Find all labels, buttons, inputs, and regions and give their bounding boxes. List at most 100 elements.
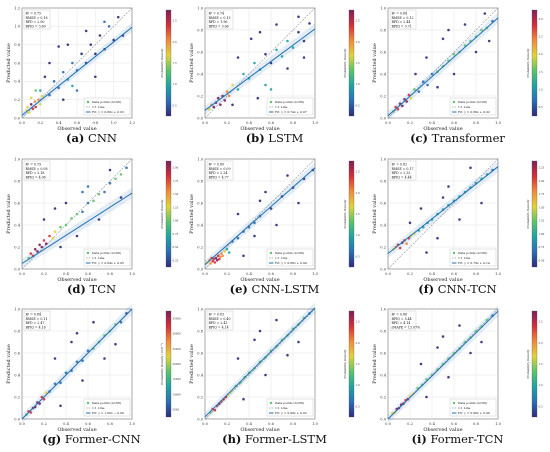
data-point (253, 234, 256, 238)
x-tick-label: 0.6 (451, 422, 457, 426)
data-point (71, 84, 74, 88)
fit-line (21, 308, 133, 420)
stats-line: RPIQ = 4.16 (26, 325, 46, 329)
legend-frame (266, 248, 314, 267)
data-point (57, 86, 60, 90)
x-tick-label: 0.8 (473, 272, 479, 276)
data-point (483, 12, 487, 15)
one-to-one-line (387, 158, 499, 270)
panel-caption: (g) Former-CNN (0, 432, 183, 446)
caption-tag: (d) (66, 282, 86, 296)
colorbar-tick-label: 1.5 (173, 61, 177, 65)
colorbar-tick-label: 0.5 (356, 103, 360, 107)
y-tick-label: 1.0 (197, 6, 203, 10)
colorbar-tick-label: 0.50 (539, 258, 545, 262)
y-axis-label: Predicted value (6, 344, 12, 384)
x-tick-label: 0.6 (268, 422, 274, 426)
data-point (86, 185, 90, 188)
x-tick-label: 0.4 (56, 121, 62, 125)
data-point (249, 37, 253, 41)
legend-frame (83, 97, 131, 116)
panel-caption: (c) Transformer (366, 131, 549, 145)
x-axis-label: Observed value (57, 427, 96, 433)
caption-model-name: CNN-TCN (434, 282, 497, 296)
data-point (236, 88, 240, 91)
y-tick-label: 0.2 (380, 395, 386, 399)
data-point (214, 256, 218, 260)
data-point (447, 28, 450, 32)
data-point (81, 210, 84, 214)
stats-line: RPIQ = 4.14 (209, 325, 229, 329)
y-tick-label: 0.4 (380, 373, 386, 377)
data-point (291, 46, 295, 49)
chart-panel: 0.0 0.2 0.4 0.6 0.8 1.0 0.0 0.2 0.4 0.6 0.8 1.0 Obse… (366, 0, 549, 150)
stats-line: RPIQ = 4.44 (392, 175, 412, 179)
caption-model-name: Former-LSTM (241, 432, 327, 446)
data-point (231, 103, 234, 107)
caption-model-name: CNN-LSTM (247, 282, 320, 296)
data-point (253, 338, 256, 342)
data-point (119, 320, 123, 324)
data-point (53, 382, 57, 386)
colorbar-tick-label: 1.0 (539, 88, 543, 92)
stats-frame (23, 9, 51, 30)
colorbar-tick-label: 2.0 (539, 341, 543, 345)
y-tick-label: 0.2 (14, 98, 20, 102)
x-axis-label: Observed value (423, 427, 462, 433)
data-point (394, 105, 397, 109)
data-point (286, 67, 289, 70)
stats-line: R² = 0.75 (26, 12, 41, 16)
data-point (258, 199, 262, 203)
legend-label-one-to-one: 1:1 Line (92, 256, 105, 260)
colorbar-label: Probability Density (343, 199, 347, 228)
x-axis-label: Observed value (240, 277, 279, 283)
x-tick-label: 0.6 (268, 121, 274, 125)
data-point (94, 75, 97, 79)
data-point (53, 207, 57, 210)
y-axis-label: Predicted value (372, 344, 378, 384)
data-point (480, 201, 483, 205)
caption-tag: (f) (418, 282, 435, 296)
x-tick-label: 0.2 (224, 121, 230, 125)
stats-line: RPD = 2.18 (26, 171, 45, 175)
stats-line: R² = 0.80 (209, 163, 224, 167)
data-point (480, 340, 483, 344)
stats-line: R² = 0.84 (392, 12, 407, 16)
colorbar-tick-label: 2.0 (356, 341, 360, 345)
data-point (297, 30, 300, 34)
x-tick-label: 0.2 (224, 272, 230, 276)
legend-label-fit: Fit: y = 0.79x + 0.14 (458, 261, 490, 265)
stats-frame (206, 9, 234, 30)
data-point (29, 102, 33, 106)
panel-caption: (i) Former-TCN (366, 432, 549, 446)
x-tick-label: 0.8 (290, 422, 296, 426)
data-point (286, 174, 289, 177)
data-point (208, 107, 211, 111)
data-point (66, 43, 70, 46)
y-axis-label: Predicted value (6, 43, 12, 83)
data-point (97, 218, 101, 221)
chart-panel: 0.0 0.2 0.4 0.6 0.8 1.0 0.0 0.2 0.4 0.6 0.8 1.0 Obse… (0, 151, 183, 301)
data-point (59, 225, 62, 229)
y-tick-label: 0.8 (14, 43, 20, 47)
stats-line: RPD = 2.00 (26, 20, 45, 24)
x-tick-label: 0.6 (85, 272, 91, 276)
y-tick-label: 0.4 (14, 373, 20, 377)
data-point (70, 217, 73, 220)
stats-line: RMSE = 0.11 (26, 317, 48, 321)
colorbar-tick-label: 10000 (173, 392, 182, 396)
caption-model-name: Former-CNN (61, 432, 141, 446)
data-point (220, 252, 223, 255)
x-axis-label: Observed value (423, 126, 462, 132)
legend-label-points: Data points (n=66) (92, 100, 121, 104)
x-axis-label: Observed value (240, 126, 279, 132)
data-point (39, 102, 42, 106)
data-point (258, 30, 262, 34)
data-point (64, 201, 68, 205)
chart-panel: 0.0 0.2 0.4 0.6 0.8 1.0 0.0 0.2 0.4 0.6 0.8 1.0 Obse… (366, 301, 549, 451)
